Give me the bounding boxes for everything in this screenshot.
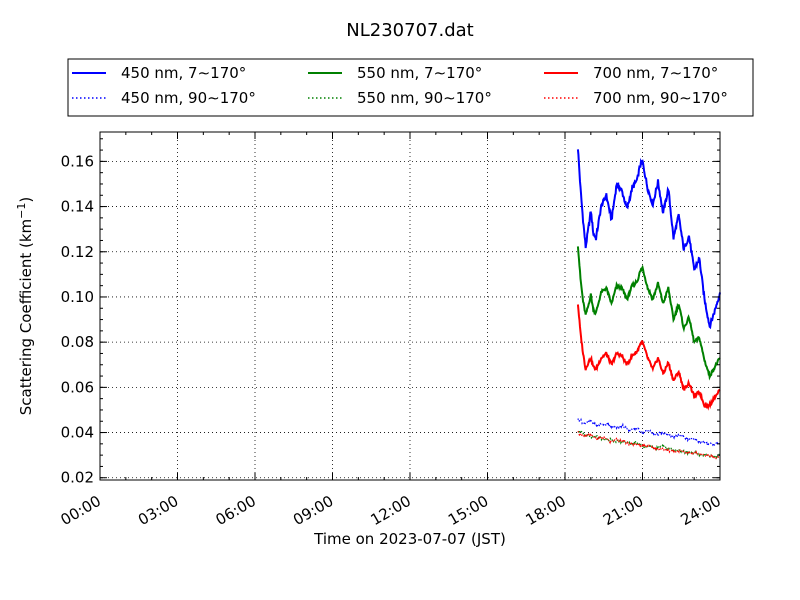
x-axis-label: Time on 2023-07-07 (JST) — [313, 530, 506, 548]
legend-label: 450 nm, 7∼170° — [121, 64, 246, 82]
y-tick-label: 0.10 — [61, 288, 94, 306]
y-axis-label-sup: −1 — [15, 203, 28, 219]
legend: 450 nm, 7∼170° 550 nm, 7∼170° 700 nm, 7∼17… — [67, 58, 754, 117]
series-line-700-nm-7-170 — [576, 304, 721, 411]
y-tick-label: 0.02 — [61, 469, 94, 487]
y-axis-label-close: ) — [17, 197, 35, 203]
y-tick-label: 0.08 — [61, 333, 94, 351]
series-line-700-nm-90-170-dotted — [577, 430, 721, 461]
legend-label: 550 nm, 7∼170° — [357, 64, 482, 82]
y-tick-label: 0.12 — [61, 243, 94, 261]
series-line-450-nm-7-170 — [576, 149, 721, 330]
series-group — [576, 149, 721, 461]
y-tick-labels: 0.02 0.04 0.06 0.08 0.10 0.12 0.14 0.16 — [61, 152, 94, 486]
legend-label: 550 nm, 90∼170° — [357, 89, 492, 107]
legend-label: 700 nm, 7∼170° — [593, 64, 718, 82]
legend-frame — [67, 58, 754, 117]
y-tick-label: 0.04 — [61, 424, 94, 442]
series-line-550-nm-7-170 — [576, 246, 721, 381]
y-tick-label: 0.16 — [61, 152, 94, 170]
y-tick-label: 0.06 — [61, 378, 94, 396]
legend-label: 450 nm, 90∼170° — [121, 89, 256, 107]
y-axis-label-main: Scattering Coefficient (km — [17, 219, 35, 415]
ticks — [99, 132, 721, 480]
y-tick-label: 0.14 — [61, 198, 94, 216]
y-axis-label: Scattering Coefficient (km−1) — [15, 197, 35, 416]
legend-label: 700 nm, 90∼170° — [593, 89, 728, 107]
chart-title: NL230707.dat — [346, 20, 473, 41]
